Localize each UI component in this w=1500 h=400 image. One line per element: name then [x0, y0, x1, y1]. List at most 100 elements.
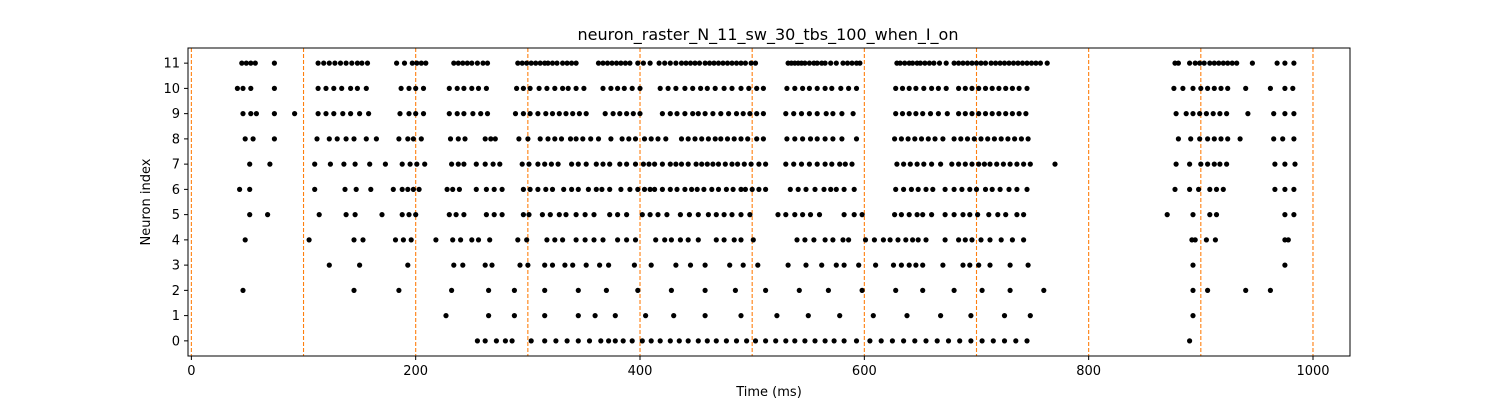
spike-n6-58: [833, 186, 839, 192]
y-tick-label-7: 7: [172, 158, 180, 173]
spike-n11-116: [1001, 60, 1008, 66]
spike-n5-29: [655, 212, 661, 218]
spike-n4-19: [582, 237, 588, 243]
spike-n7-23: [548, 161, 555, 167]
spike-n7-35: [646, 161, 652, 167]
spike-n11-100: [922, 60, 928, 66]
spike-n7-74: [969, 161, 975, 167]
spike-n1-7: [643, 313, 649, 319]
spike-n6-20: [535, 186, 541, 192]
spike-n11-47: [613, 60, 620, 66]
spike-n7-34: [640, 161, 647, 167]
spike-n8-27: [573, 136, 579, 142]
spike-n7-55: [791, 161, 797, 167]
spike-n6-43: [709, 186, 715, 192]
spike-n8-74: [985, 136, 991, 142]
spike-n8-49: [745, 136, 751, 142]
spike-n5-67: [1207, 212, 1213, 218]
spike-n5-42: [792, 212, 798, 218]
spike-n8-62: [898, 136, 905, 142]
spike-n5-58: [967, 212, 973, 218]
spike-n6-37: [667, 186, 673, 192]
spike-n5-15: [520, 212, 527, 218]
spike-n4-30: [695, 237, 701, 243]
spike-n6-6: [390, 186, 396, 192]
spike-n0-27: [744, 338, 750, 344]
spike-n7-14: [461, 161, 467, 167]
spike-n10-61: [893, 85, 899, 91]
spike-n5-35: [713, 212, 719, 218]
spike-n8-75: [991, 136, 998, 142]
spike-n11-130: [1197, 60, 1203, 66]
spike-n7-1: [267, 161, 273, 167]
spike-n10-39: [673, 85, 679, 91]
spike-n9-48: [726, 111, 732, 117]
spike-n4-51: [923, 237, 929, 243]
spike-n10-49: [754, 85, 760, 91]
spike-n1-9: [702, 313, 708, 319]
spike-n8-31: [608, 136, 614, 142]
spike-n9-22: [512, 111, 519, 117]
spike-n4-59: [1009, 237, 1016, 243]
spike-n9-2: [253, 111, 259, 117]
spike-n9-4: [292, 111, 298, 117]
spike-n11-110: [973, 60, 980, 66]
spike-n11-68: [724, 60, 731, 66]
spike-n9-56: [798, 111, 805, 117]
spike-n11-0: [239, 60, 245, 66]
spike-n10-88: [1243, 85, 1249, 91]
spike-n11-129: [1192, 60, 1198, 66]
spike-n6-22: [549, 186, 556, 192]
spike-n3-11: [562, 262, 568, 268]
spike-n2-6: [542, 287, 548, 293]
x-tick-label-600: 600: [852, 364, 877, 379]
spike-n11-105: [951, 60, 957, 66]
spike-n11-44: [600, 60, 606, 66]
spike-n9-33: [602, 111, 608, 117]
spike-n2-25: [1243, 287, 1249, 293]
spike-n5-56: [951, 212, 957, 218]
spike-n11-71: [738, 60, 744, 66]
spike-n6-2: [312, 186, 318, 192]
spike-n7-80: [1007, 161, 1013, 167]
spike-n5-47: [851, 212, 857, 218]
spike-n11-5: [315, 60, 321, 66]
spike-n4-21: [600, 237, 606, 243]
spike-n11-48: [618, 60, 624, 66]
spike-n4-26: [662, 237, 668, 243]
spike-n1-11: [774, 313, 780, 319]
spike-n6-23: [561, 186, 567, 192]
spike-n10-45: [721, 85, 727, 91]
spike-n9-85: [1197, 111, 1203, 117]
spike-n1-12: [805, 313, 811, 319]
spike-n0-31: [783, 338, 789, 344]
spike-n10-0: [234, 85, 240, 91]
spike-n10-5: [323, 85, 329, 91]
spike-n11-34: [537, 60, 543, 66]
spike-n10-64: [913, 85, 919, 91]
spike-n11-3: [252, 60, 258, 66]
spike-n10-63: [906, 85, 912, 91]
spike-n9-66: [913, 111, 919, 117]
spike-n1-2: [511, 313, 517, 319]
spike-n9-92: [1282, 111, 1288, 117]
spike-n6-26: [585, 186, 592, 192]
spike-n6-29: [607, 186, 613, 192]
y-tick-label-5: 5: [172, 208, 180, 223]
spike-n7-42: [693, 161, 699, 167]
spike-n7-59: [822, 161, 828, 167]
spike-n2-21: [1007, 287, 1013, 293]
spike-n2-22: [1041, 287, 1047, 293]
spike-n0-23: [704, 338, 710, 344]
spike-n5-12: [483, 212, 489, 218]
spike-n7-89: [1211, 161, 1217, 167]
spike-n6-65: [923, 186, 929, 192]
spike-n4-17: [560, 237, 566, 243]
spike-n10-26: [552, 85, 558, 91]
spike-n9-55: [791, 111, 797, 117]
spike-n11-56: [667, 60, 673, 66]
spike-n1-3: [542, 313, 548, 319]
spike-n10-6: [331, 85, 337, 91]
spike-n7-24: [555, 161, 561, 167]
spike-n9-59: [823, 111, 829, 117]
